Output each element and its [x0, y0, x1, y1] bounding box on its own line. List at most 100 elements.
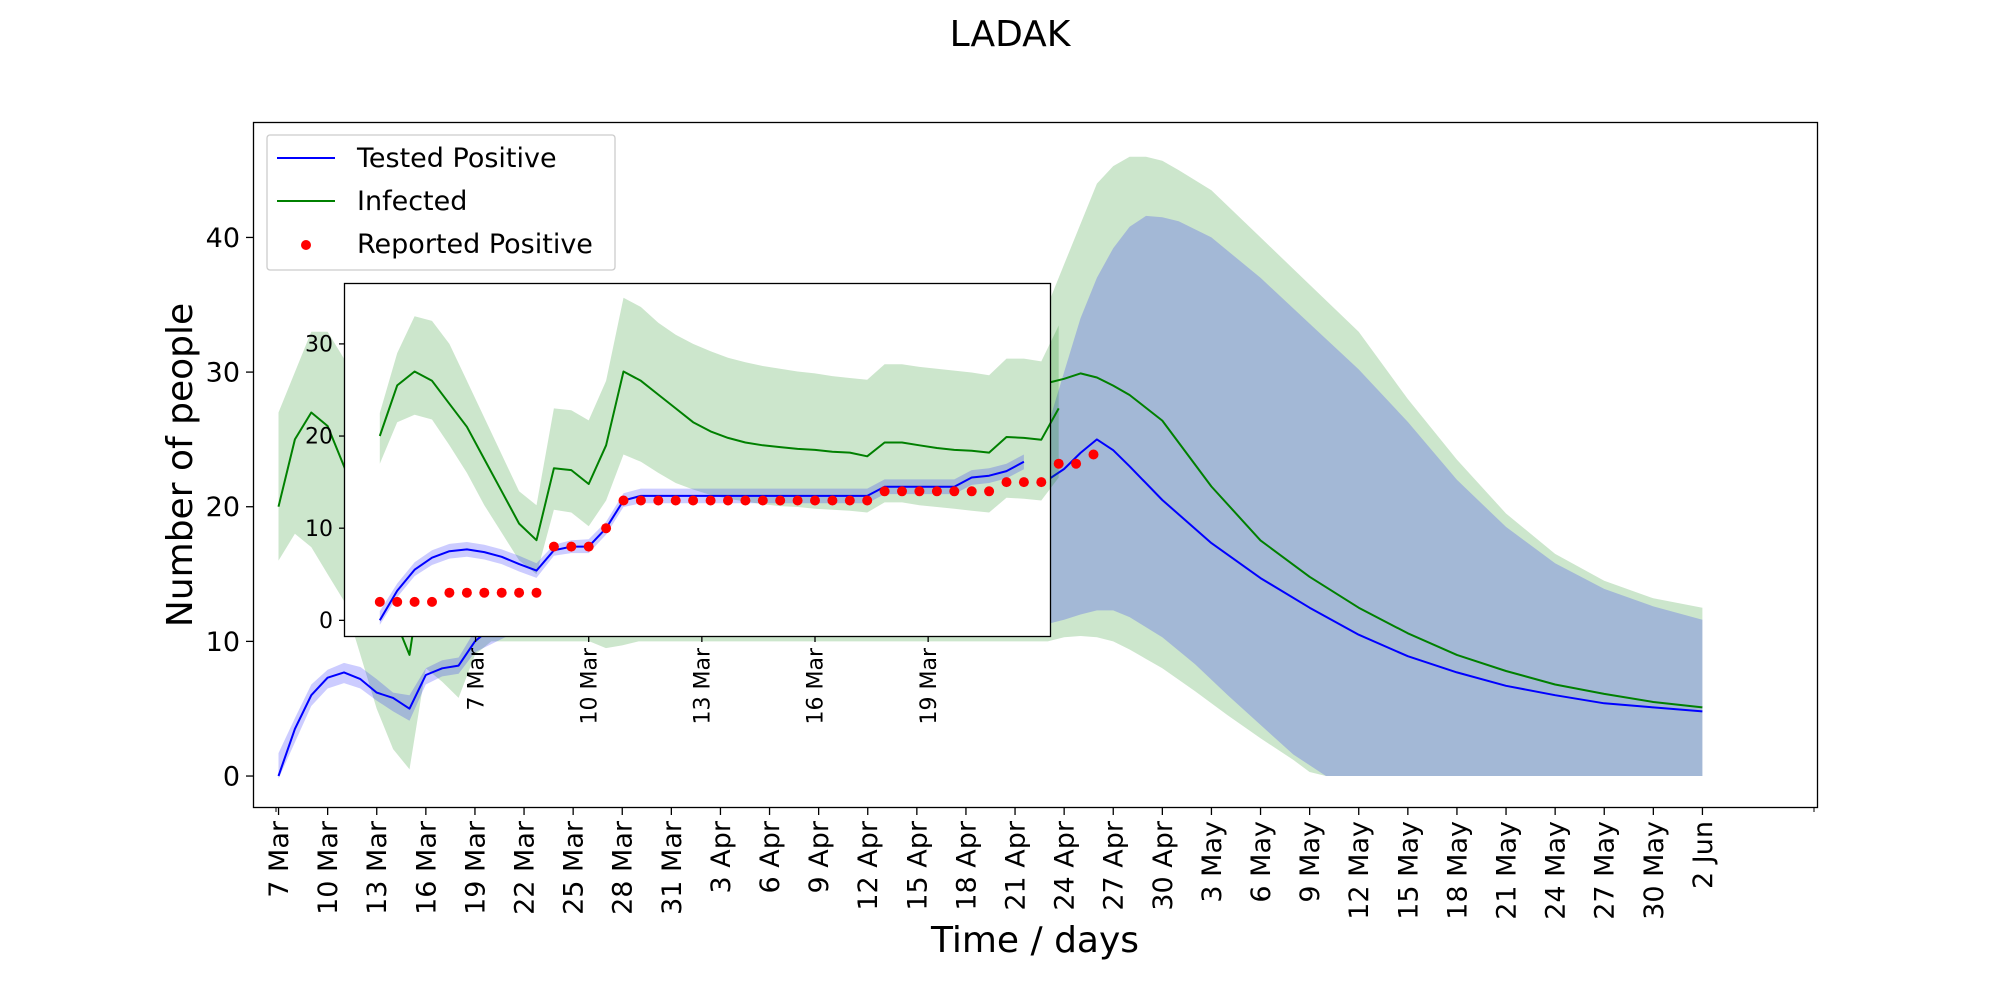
y-axis-label: Number of people	[160, 303, 201, 627]
inset-reported-positive-point-9	[531, 587, 542, 598]
inset-reported-positive-point-40	[1071, 458, 1082, 469]
inset-reported-positive-point-18	[688, 495, 699, 506]
main-x-tick-label-9: 3 Apr	[706, 820, 737, 893]
inset-x-tick-label-2: 13 Mar	[691, 647, 716, 724]
inset-reported-positive-point-21	[740, 495, 751, 506]
main-x-tick-label-11: 9 Apr	[804, 820, 835, 893]
main-x-tick-label-16: 24 Apr	[1050, 820, 1081, 911]
inset-reported-positive-point-22	[757, 495, 768, 506]
main-x-tick-label-15: 21 Apr	[1001, 820, 1032, 911]
main-x-tick-label-24: 18 May	[1442, 821, 1473, 920]
main-x-tick-label-2: 13 Mar	[362, 820, 393, 915]
inset-reported-positive-point-41	[1088, 449, 1099, 460]
inset-reported-positive-point-0	[374, 596, 385, 607]
main-x-tick-label-25: 21 May	[1492, 821, 1523, 920]
inset-reported-positive-point-34	[966, 486, 977, 497]
main-y-axis: 0 10 20 30 40	[206, 223, 254, 792]
main-x-tick-label-7: 28 Mar	[608, 820, 639, 915]
inset-reported-positive-point-39	[1053, 458, 1064, 469]
inset-axes-frame	[343, 282, 1052, 638]
main-x-tick-label-10: 6 Apr	[755, 820, 786, 893]
inset-reported-positive-point-25	[810, 495, 820, 506]
inset-series-lines	[378, 370, 1060, 621]
inset-reported-positive-point-2	[409, 596, 420, 607]
inset-line-tested-positive	[378, 460, 1025, 621]
inset-x-axis: 7 Mar 10 Mar 13 Mar 16 Mar 19 Mar	[464, 636, 942, 725]
inset-reported-positive-points	[374, 449, 1099, 607]
legend-tested-positive-label: Tested Positive	[356, 143, 557, 174]
inset-reported-positive-point-31	[914, 486, 925, 497]
inset-reported-positive-point-16	[653, 495, 664, 506]
inset-x-tick-label-1: 10 Mar	[577, 647, 602, 724]
inset-y-tick-label-0: 0	[319, 609, 333, 634]
legend: Tested Positive Infected Reported Positi…	[266, 134, 616, 271]
legend-reported-positive-swatch	[301, 240, 311, 250]
inset-reported-positive-point-37	[1018, 477, 1029, 488]
inset-y-tick-label-20: 20	[305, 425, 333, 450]
chart-title: LADAK	[950, 14, 1072, 55]
main-axes-frame	[252, 121, 1819, 809]
inset-x-tick-label-4: 19 Mar	[917, 647, 942, 724]
inset-reported-positive-point-8	[514, 587, 525, 598]
main-x-tick-label-13: 15 Apr	[902, 820, 933, 911]
main-x-tick-label-28: 30 May	[1639, 821, 1670, 920]
inset-reported-positive-point-3	[427, 596, 437, 607]
inset-reported-positive-point-28	[862, 495, 873, 506]
main-x-tick-label-23: 15 May	[1393, 821, 1424, 920]
inset-x-tick-label-0: 7 Mar	[464, 647, 489, 710]
inset-reported-positive-point-36	[1001, 477, 1012, 488]
main-x-tick-label-29: 2 Jun	[1688, 821, 1719, 889]
main-y-tick-label-30: 30	[206, 358, 240, 389]
inset-reported-positive-point-11	[566, 541, 577, 552]
inset-reported-positive-point-35	[984, 486, 995, 497]
main-x-tick-label-19: 3 May	[1197, 821, 1228, 903]
inset-reported-positive-point-6	[479, 587, 490, 598]
main-x-tick-label-27: 27 May	[1590, 821, 1621, 920]
main-x-tick-label-4: 19 Mar	[460, 820, 491, 915]
inset-reported-positive-point-7	[496, 587, 507, 598]
inset-reported-positive-point-13	[601, 523, 612, 534]
inset-reported-positive-point-32	[931, 486, 942, 497]
main-x-tick-label-18: 30 Apr	[1148, 820, 1179, 911]
inset-reported-positive-point-12	[583, 541, 594, 552]
main-x-tick-label-22: 12 May	[1344, 821, 1375, 920]
main-y-tick-label-20: 20	[206, 492, 240, 523]
inset-reported-positive-point-27	[844, 495, 855, 506]
inset-band-infected	[379, 297, 1059, 575]
inset-reported-positive-point-14	[618, 495, 629, 506]
inset-reported-positive-point-17	[670, 495, 681, 506]
legend-box	[266, 134, 616, 271]
inset-y-tick-label-10: 10	[305, 517, 333, 542]
inset-reported-positive-point-30	[897, 486, 907, 497]
inset-band-tested-positive	[379, 454, 1024, 625]
inset-reported-positive-point-15	[635, 495, 646, 506]
main-x-tick-label-21: 9 May	[1295, 821, 1326, 903]
legend-infected-label: Infected	[357, 186, 467, 217]
inset-confidence-bands	[379, 297, 1059, 625]
main-x-tick-label-14: 18 Apr	[951, 820, 982, 911]
inset-y-axis: 0 10 20 30	[305, 333, 345, 634]
inset-reported-positive-point-20	[723, 495, 733, 506]
inset-reported-positive-point-4	[444, 587, 455, 598]
main-x-tick-label-0: 7 Mar	[264, 820, 295, 898]
inset-line-infected	[378, 370, 1060, 542]
inset-reported-positive-point-26	[827, 495, 838, 506]
main-x-tick-label-6: 25 Mar	[559, 820, 590, 915]
inset-reported-positive-point-5	[461, 587, 472, 598]
main-x-tick-label-1: 10 Mar	[313, 820, 344, 915]
main-x-tick-label-20: 6 May	[1246, 821, 1277, 903]
inset-reported-positive-point-1	[392, 596, 403, 607]
inset-reported-positive-point-19	[705, 495, 716, 506]
inset-background	[344, 283, 1050, 636]
x-axis-label: Time / days	[930, 920, 1139, 961]
main-x-tick-label-8: 31 Mar	[657, 820, 688, 915]
inset-reported-positive-point-33	[949, 486, 960, 497]
inset-x-tick-label-3: 16 Mar	[804, 647, 829, 724]
main-x-tick-label-12: 12 Apr	[853, 820, 884, 911]
main-x-tick-label-17: 27 Apr	[1099, 820, 1130, 911]
main-y-tick-label-10: 10	[206, 627, 240, 658]
main-y-tick-label-0: 0	[223, 761, 240, 792]
inset-reported-positive-point-29	[879, 486, 890, 497]
inset-plot: 0 10 20 30 7 Mar 10 Mar 13 Mar 16 Mar 19 Mar	[305, 282, 1099, 725]
